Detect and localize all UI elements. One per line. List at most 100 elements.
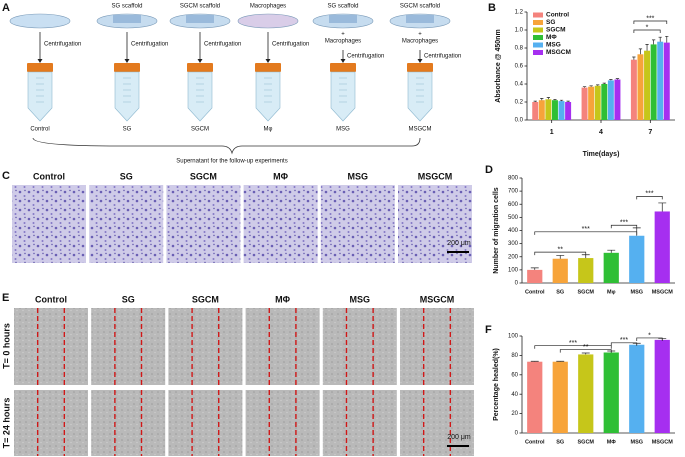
dish-label: Macrophages — [402, 39, 438, 45]
y-tick-label: 1.0 — [515, 28, 524, 34]
step-label: Centrifugation — [424, 54, 461, 60]
legend-swatch — [533, 35, 543, 40]
dish-label: Macrophages — [250, 4, 286, 10]
error-bar — [533, 100, 537, 102]
bar — [654, 339, 670, 433]
bar — [601, 84, 608, 120]
bar — [552, 361, 568, 433]
error-bar — [638, 48, 643, 55]
arrow-head — [340, 59, 346, 63]
error-bar — [615, 78, 620, 80]
scaffold — [329, 15, 357, 23]
significance-label: *** — [620, 220, 628, 227]
scale-label: 200 μm — [447, 434, 471, 441]
x-axis-label: Time(days) — [583, 151, 620, 158]
scaffold — [186, 15, 214, 23]
bar — [588, 86, 595, 120]
panel-label: E — [2, 292, 9, 304]
panel-label: A — [2, 2, 10, 14]
legend-label: SG — [546, 19, 555, 26]
dish-label: SGCM scaffold — [400, 4, 440, 10]
y-tick-label: 1.2 — [515, 10, 524, 16]
x-tick-label: 7 — [648, 129, 652, 136]
bar — [551, 100, 558, 120]
error-bar — [589, 85, 593, 87]
panel-label: D — [485, 164, 493, 176]
error-bar — [665, 35, 669, 43]
error-bar — [632, 56, 636, 60]
micrograph — [398, 185, 472, 263]
panel-label: B — [488, 2, 496, 14]
tube-body — [407, 71, 433, 122]
dish-label: + — [418, 32, 422, 38]
error-bar — [645, 44, 649, 51]
bar — [629, 235, 645, 283]
legend-swatch — [533, 20, 543, 25]
x-tick-label: 1 — [550, 129, 554, 136]
tube-label: Mφ — [264, 127, 273, 133]
micrograph — [322, 390, 397, 456]
y-tick-label: 700 — [508, 189, 519, 195]
error-bar — [602, 82, 606, 84]
error-bar — [540, 98, 544, 101]
arrow-head — [197, 59, 203, 63]
micrograph — [322, 308, 397, 385]
significance-label: * — [646, 24, 649, 31]
bar — [603, 252, 619, 283]
arrow-head — [417, 59, 423, 63]
y-tick-label: 0.4 — [515, 82, 524, 88]
y-tick-label: 0.8 — [515, 46, 524, 52]
bar — [607, 80, 614, 120]
bar — [578, 258, 594, 283]
y-tick-label: 500 — [508, 215, 519, 221]
error-bar — [530, 267, 539, 270]
x-tick-label: MSG — [630, 289, 643, 295]
column-header: SGCM — [190, 171, 217, 181]
brace — [32, 137, 421, 155]
significance-bracket — [636, 337, 663, 341]
dish-label: SG scaffold — [112, 4, 143, 10]
arrow-head — [124, 59, 130, 63]
error-bar — [556, 255, 565, 259]
x-tick-label: Control — [525, 289, 545, 295]
x-tick-label: SGCM — [578, 439, 595, 445]
micrograph — [243, 185, 318, 263]
tube-cap — [407, 63, 433, 72]
column-header: SG — [120, 171, 133, 181]
significance-label: *** — [569, 340, 577, 347]
micrograph — [91, 390, 166, 456]
bar — [663, 42, 670, 120]
y-tick-label: 40 — [511, 392, 518, 398]
step-label: Centrifugation — [272, 42, 309, 48]
legend-label: SGCM — [546, 27, 566, 34]
micrograph — [168, 390, 243, 456]
micrograph — [14, 390, 88, 456]
bar — [545, 99, 552, 120]
y-tick-label: 60 — [511, 372, 518, 378]
error-bar — [581, 352, 590, 355]
x-tick-label: Control — [525, 439, 545, 445]
error-bar — [651, 39, 656, 45]
legend-swatch — [533, 27, 543, 33]
row-label: T= 24 hours — [1, 398, 11, 449]
legend-label: Control — [546, 12, 569, 19]
dish-label: Macrophages — [325, 39, 361, 45]
bar — [657, 41, 664, 121]
significance-bracket — [559, 349, 612, 353]
micrograph — [245, 308, 320, 385]
y-tick-label: 300 — [508, 241, 519, 247]
significance-bracket — [633, 20, 668, 24]
tube-label: Control — [30, 127, 49, 133]
tube-body — [27, 71, 53, 122]
legend-label: MSGCM — [546, 49, 571, 56]
column-header: Control — [35, 294, 67, 304]
row-label: T= 0 hours — [1, 323, 11, 369]
significance-bracket — [534, 231, 638, 235]
bar — [527, 361, 543, 433]
bar — [581, 87, 588, 120]
bar — [552, 258, 568, 283]
bar — [527, 269, 543, 283]
bar — [603, 352, 619, 433]
micrograph — [400, 308, 474, 385]
dish — [9, 13, 71, 29]
